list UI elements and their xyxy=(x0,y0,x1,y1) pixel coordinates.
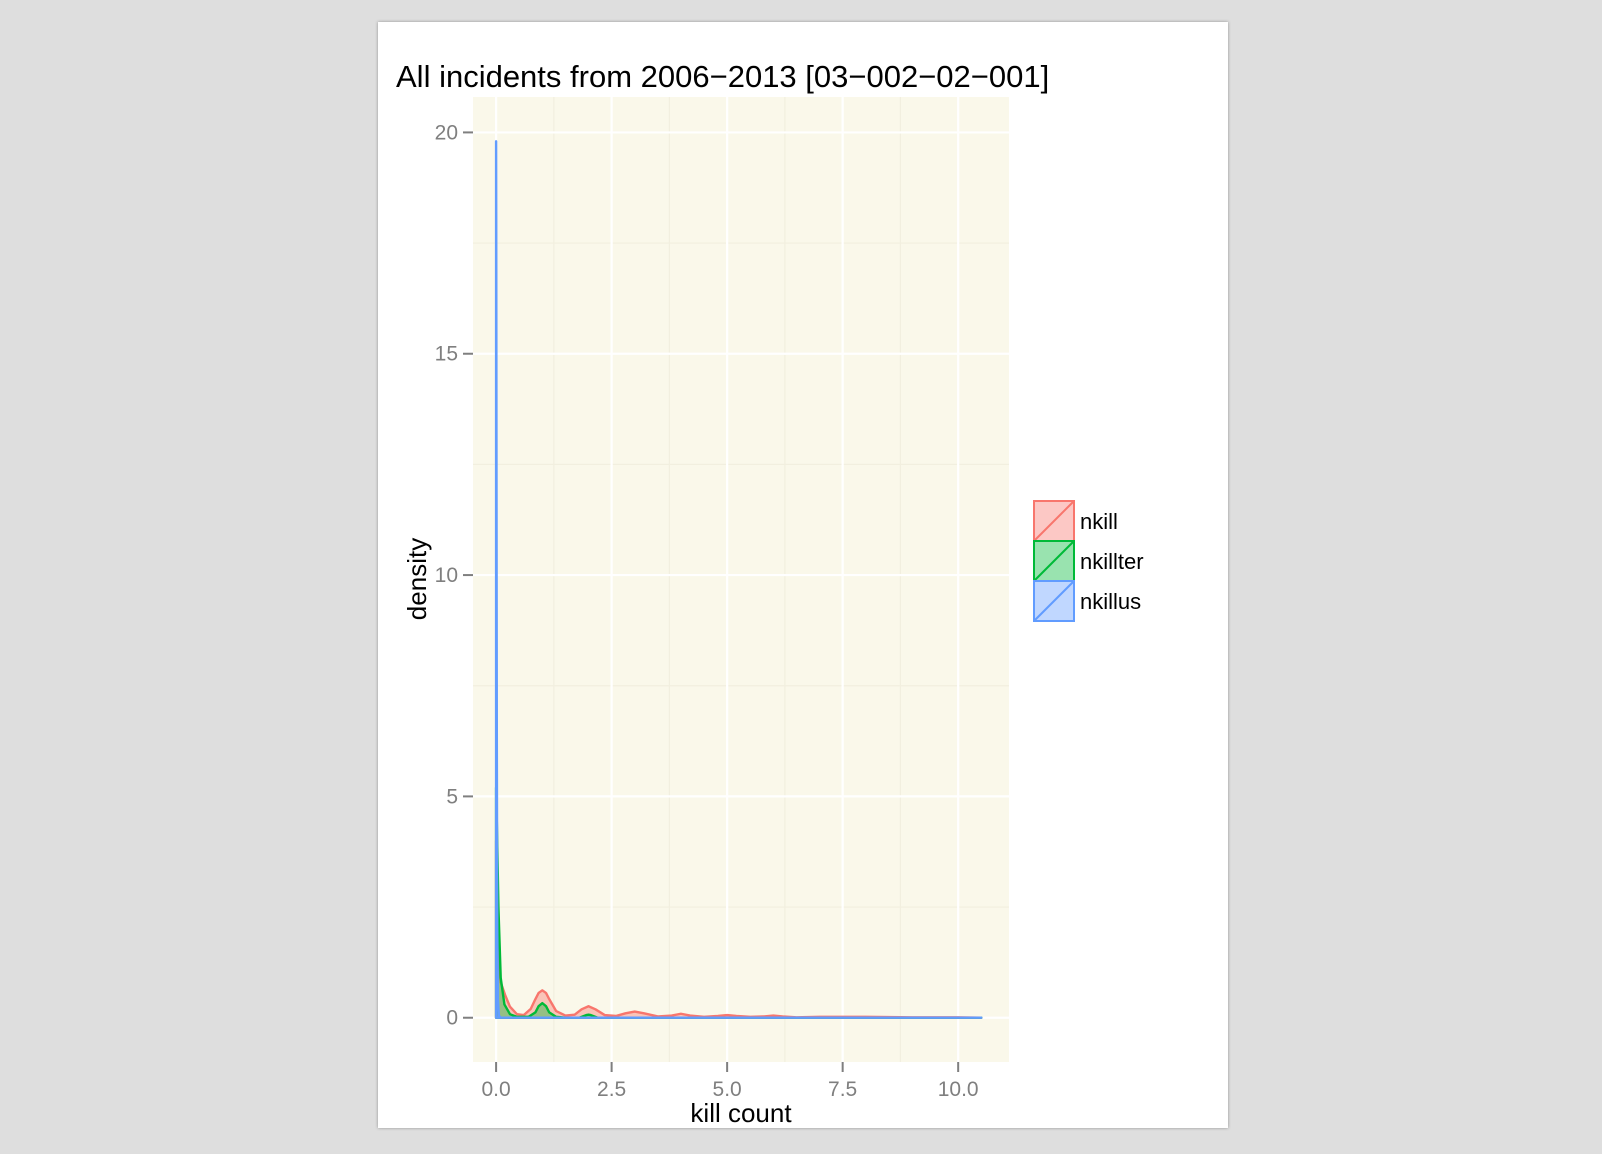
legend-label-nkillter: nkillter xyxy=(1080,549,1144,574)
chart-title: All incidents from 2006−2013 [03−002−02−… xyxy=(396,59,1049,94)
series-area-nkillus xyxy=(494,140,983,1019)
legend-key-diagonal xyxy=(1034,501,1074,541)
series-area-nkill xyxy=(494,839,983,1019)
y-tick-label: 20 xyxy=(435,121,458,144)
series-layer xyxy=(494,140,983,1019)
x-tick-label: 10.0 xyxy=(938,1078,979,1101)
legend-key-diagonal xyxy=(1034,581,1074,621)
x-axis-title: kill count xyxy=(690,1098,792,1128)
y-tick-label: 15 xyxy=(435,343,458,366)
plot-panel xyxy=(473,97,1009,1062)
legend-key-diagonal xyxy=(1034,541,1074,581)
minor-gridlines xyxy=(473,97,1009,1062)
y-axis-title: density xyxy=(402,538,432,620)
y-tick-label: 0 xyxy=(446,1007,458,1030)
legend-label-nkillus: nkillus xyxy=(1080,589,1141,614)
x-axis: 0.0 2.5 5.0 7.5 10.0 xyxy=(482,1062,979,1101)
density-chart: All incidents from 2006−2013 [03−002−02−… xyxy=(396,59,1144,1128)
x-tick-label: 0.0 xyxy=(482,1078,511,1101)
y-axis: 0 5 10 15 20 xyxy=(435,121,473,1030)
x-tick-label: 2.5 xyxy=(597,1078,626,1101)
y-tick-label: 10 xyxy=(435,564,458,587)
y-tick-label: 5 xyxy=(446,785,458,808)
legend: nkill nkillter nkillus xyxy=(1033,500,1144,622)
legend-label-nkill: nkill xyxy=(1080,509,1118,534)
x-tick-label: 5.0 xyxy=(713,1078,742,1101)
x-tick-label: 7.5 xyxy=(828,1078,857,1101)
figure-page: All incidents from 2006−2013 [03−002−02−… xyxy=(378,22,1228,1128)
